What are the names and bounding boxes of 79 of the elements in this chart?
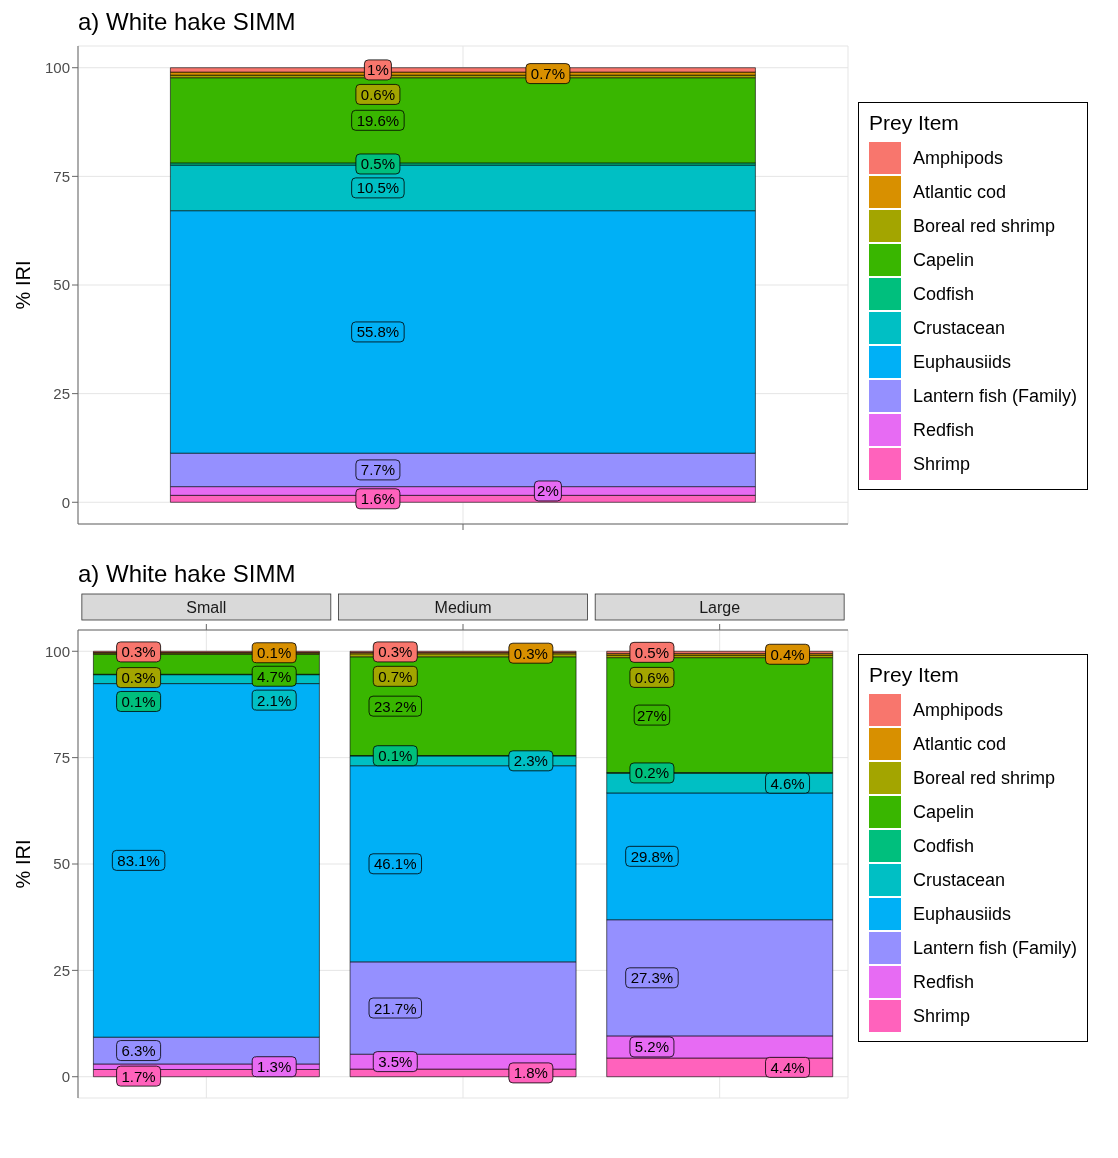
data-label: 10.5% [356,179,400,197]
x-tick-label: Small [186,598,227,616]
y-tick-label: 0 [61,493,70,511]
data-label: 1.3% [257,1058,292,1076]
legend-label: Redfish [913,419,975,441]
y-tick-label: 75 [53,167,70,185]
data-label: 27% [636,706,667,724]
data-label: 4.7% [257,667,292,685]
chart-title: a) White hake SIMM [78,560,297,588]
data-label: 2.3% [513,752,548,770]
data-label: 1.7% [121,1067,156,1085]
data-label: 3.5% [378,1053,413,1071]
data-label: 0.3% [121,643,156,661]
legend-label: Redfish [913,971,975,993]
data-label: 46.1% [373,855,417,873]
legend-label: Shrimp [913,1005,971,1027]
data-label: 1.6% [360,490,395,508]
legend-label: Capelin [913,801,975,823]
legend-label: Amphipods [913,699,1004,721]
y-tick-label: 50 [53,855,70,873]
text: Euphausiids [913,351,1012,373]
data-label: 23.2% [373,697,417,715]
data-label: 0.7% [378,667,413,685]
data-label: 0.3% [378,643,413,661]
data-label: 0.7% [530,65,565,83]
data-label: 6.3% [121,1042,156,1060]
data-label: 0.6% [360,85,395,103]
data-label: 55.8% [356,323,400,341]
data-label: 1% [367,61,389,79]
x-tick-label: Medium [434,598,492,616]
legend-label: Crustacean [913,869,1006,891]
legend-label: Boreal red shrimp [913,215,1056,237]
data-label: 0.3% [513,644,548,662]
legend-label: Atlantic cod [913,181,1007,203]
data-label: 2.1% [257,691,292,709]
legend-label: Boreal red shrimp [913,767,1056,789]
legend-label: Atlantic cod [913,733,1007,755]
data-label: 0.5% [360,155,395,173]
legend-label: Capelin [913,249,975,271]
data-label: 0.2% [634,764,670,782]
chart-title: a) White hake SIMM [78,8,297,36]
data-label: 19.6% [356,111,400,129]
y-tick-label: 0 [61,1068,70,1086]
legend-label: Lantern fish (Family) [913,937,1078,959]
legend-title: Prey Item [869,663,960,687]
data-label: 0.1% [257,644,292,662]
data-label: 4.4% [770,1058,805,1076]
legend-label: Codfish [913,283,975,305]
data-label: 5.2% [634,1038,670,1056]
data-label: 0.1% [378,747,413,765]
data-label: 0.4% [770,645,805,663]
y-axis-title: % IRI [12,260,35,310]
data-label: 7.7% [360,461,395,479]
y-tick-label: 100 [44,642,70,660]
data-label: 83.1% [117,851,160,869]
y-tick-label: 100 [44,59,70,77]
data-label: 27.3% [630,969,674,987]
x-tick-label: Large [699,598,741,616]
legend-label: Shrimp [913,453,971,475]
y-tick-label: 75 [53,748,70,766]
data-label: 1.8% [513,1064,548,1082]
data-label: 0.3% [121,669,156,687]
legend-label: Codfish [913,835,975,857]
data-label: 0.6% [634,668,670,686]
y-tick-label: 25 [53,961,70,979]
data-label: 2% [537,482,559,500]
data-label: 4.6% [770,774,805,792]
legend-title: Prey Item [869,111,960,135]
text: Euphausiids [913,903,1012,925]
legend-label: Amphipods [913,147,1004,169]
legend-label: Lantern fish (Family) [913,385,1078,407]
y-tick-label: 50 [53,276,70,294]
data-label: 29.8% [630,847,674,865]
legend-label: Crustacean [913,317,1006,339]
y-tick-label: 25 [53,384,70,402]
data-label: 0.1% [121,692,156,710]
y-axis-title: % IRI [12,839,35,889]
data-label: 0.5% [634,643,670,661]
data-label: 21.7% [373,999,417,1017]
